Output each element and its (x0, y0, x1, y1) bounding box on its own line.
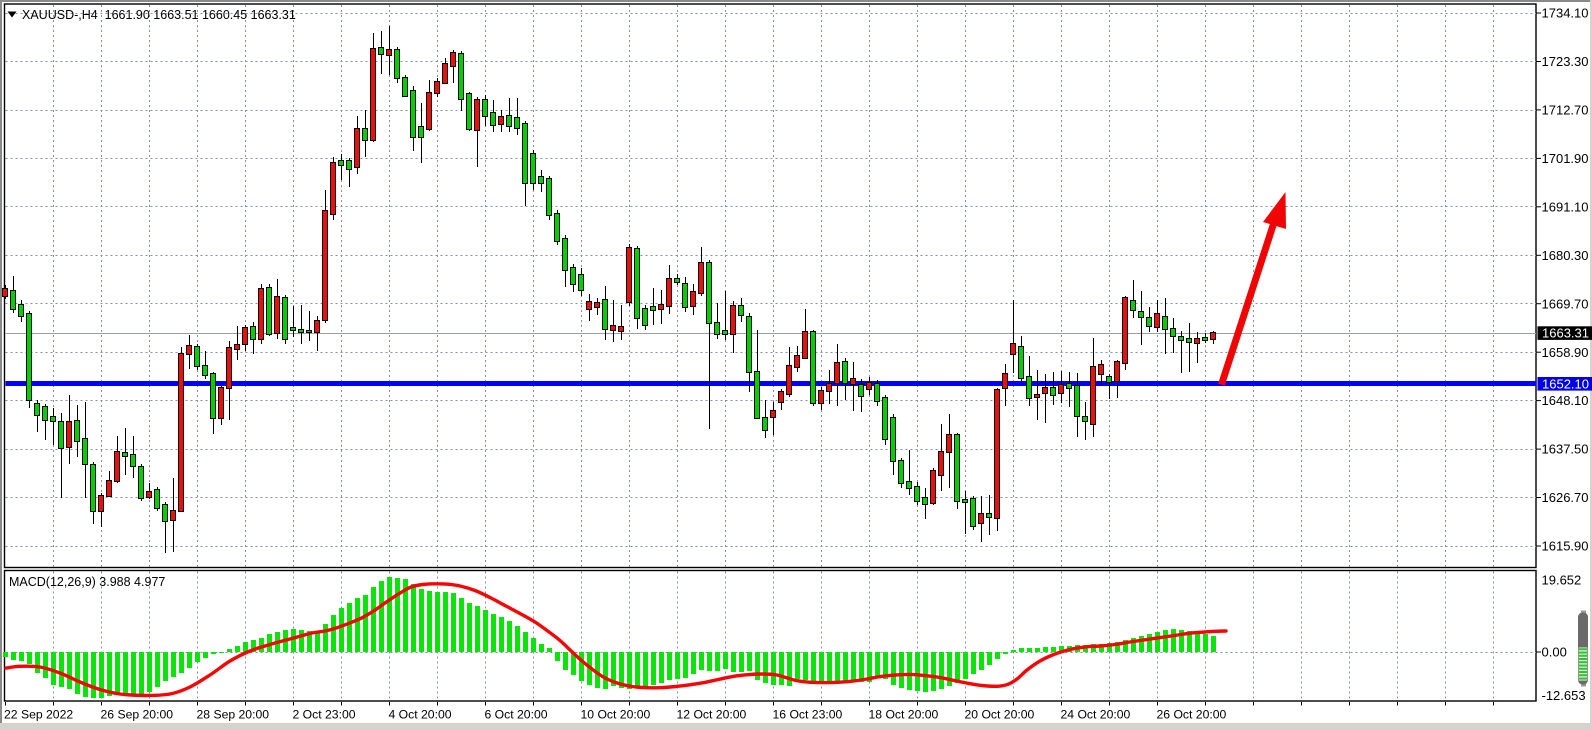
svg-text:26 Oct 20:00: 26 Oct 20:00 (1157, 708, 1227, 722)
svg-text:6 Oct 20:00: 6 Oct 20:00 (485, 708, 548, 722)
svg-text:4 Oct 20:00: 4 Oct 20:00 (389, 708, 452, 722)
svg-text:1734.10: 1734.10 (1542, 6, 1589, 21)
svg-text:MACD(12,26,9) 3.988 4.977: MACD(12,26,9) 3.988 4.977 (9, 575, 165, 589)
svg-text:1701.90: 1701.90 (1542, 151, 1589, 166)
svg-text:1680.30: 1680.30 (1542, 248, 1589, 263)
svg-text:XAUUSD-,H4 1661.90 1663.51 16: XAUUSD-,H4 1661.90 1663.51 1660.45 1663.… (22, 8, 296, 22)
svg-text:18 Oct 20:00: 18 Oct 20:00 (869, 708, 939, 722)
svg-text:16 Oct 23:00: 16 Oct 23:00 (773, 708, 843, 722)
svg-text:0.00: 0.00 (1542, 644, 1567, 659)
svg-text:1712.70: 1712.70 (1542, 103, 1589, 118)
svg-text:28 Sep 20:00: 28 Sep 20:00 (197, 708, 270, 722)
svg-text:1669.70: 1669.70 (1542, 296, 1589, 311)
svg-text:1658.90: 1658.90 (1542, 345, 1589, 360)
svg-text:1691.10: 1691.10 (1542, 199, 1589, 214)
svg-text:1663.31: 1663.31 (1542, 326, 1589, 341)
svg-text:1615.90: 1615.90 (1542, 539, 1589, 554)
svg-text:24 Oct 20:00: 24 Oct 20:00 (1061, 708, 1131, 722)
svg-text:12 Oct 20:00: 12 Oct 20:00 (677, 708, 747, 722)
svg-text:10 Oct 20:00: 10 Oct 20:00 (581, 708, 651, 722)
svg-text:19.652: 19.652 (1542, 572, 1582, 587)
svg-text:2 Oct 23:00: 2 Oct 23:00 (293, 708, 356, 722)
svg-text:1648.10: 1648.10 (1542, 393, 1589, 408)
svg-text:26 Sep 20:00: 26 Sep 20:00 (101, 708, 174, 722)
svg-text:22 Sep 2022: 22 Sep 2022 (4, 708, 73, 722)
svg-text:20 Oct 20:00: 20 Oct 20:00 (965, 708, 1035, 722)
svg-text:1652.10: 1652.10 (1542, 376, 1589, 391)
svg-text:1637.50: 1637.50 (1542, 442, 1589, 457)
svg-text:1723.30: 1723.30 (1542, 54, 1589, 69)
svg-text:-12.653: -12.653 (1542, 688, 1586, 703)
svg-text:1626.70: 1626.70 (1542, 490, 1589, 505)
